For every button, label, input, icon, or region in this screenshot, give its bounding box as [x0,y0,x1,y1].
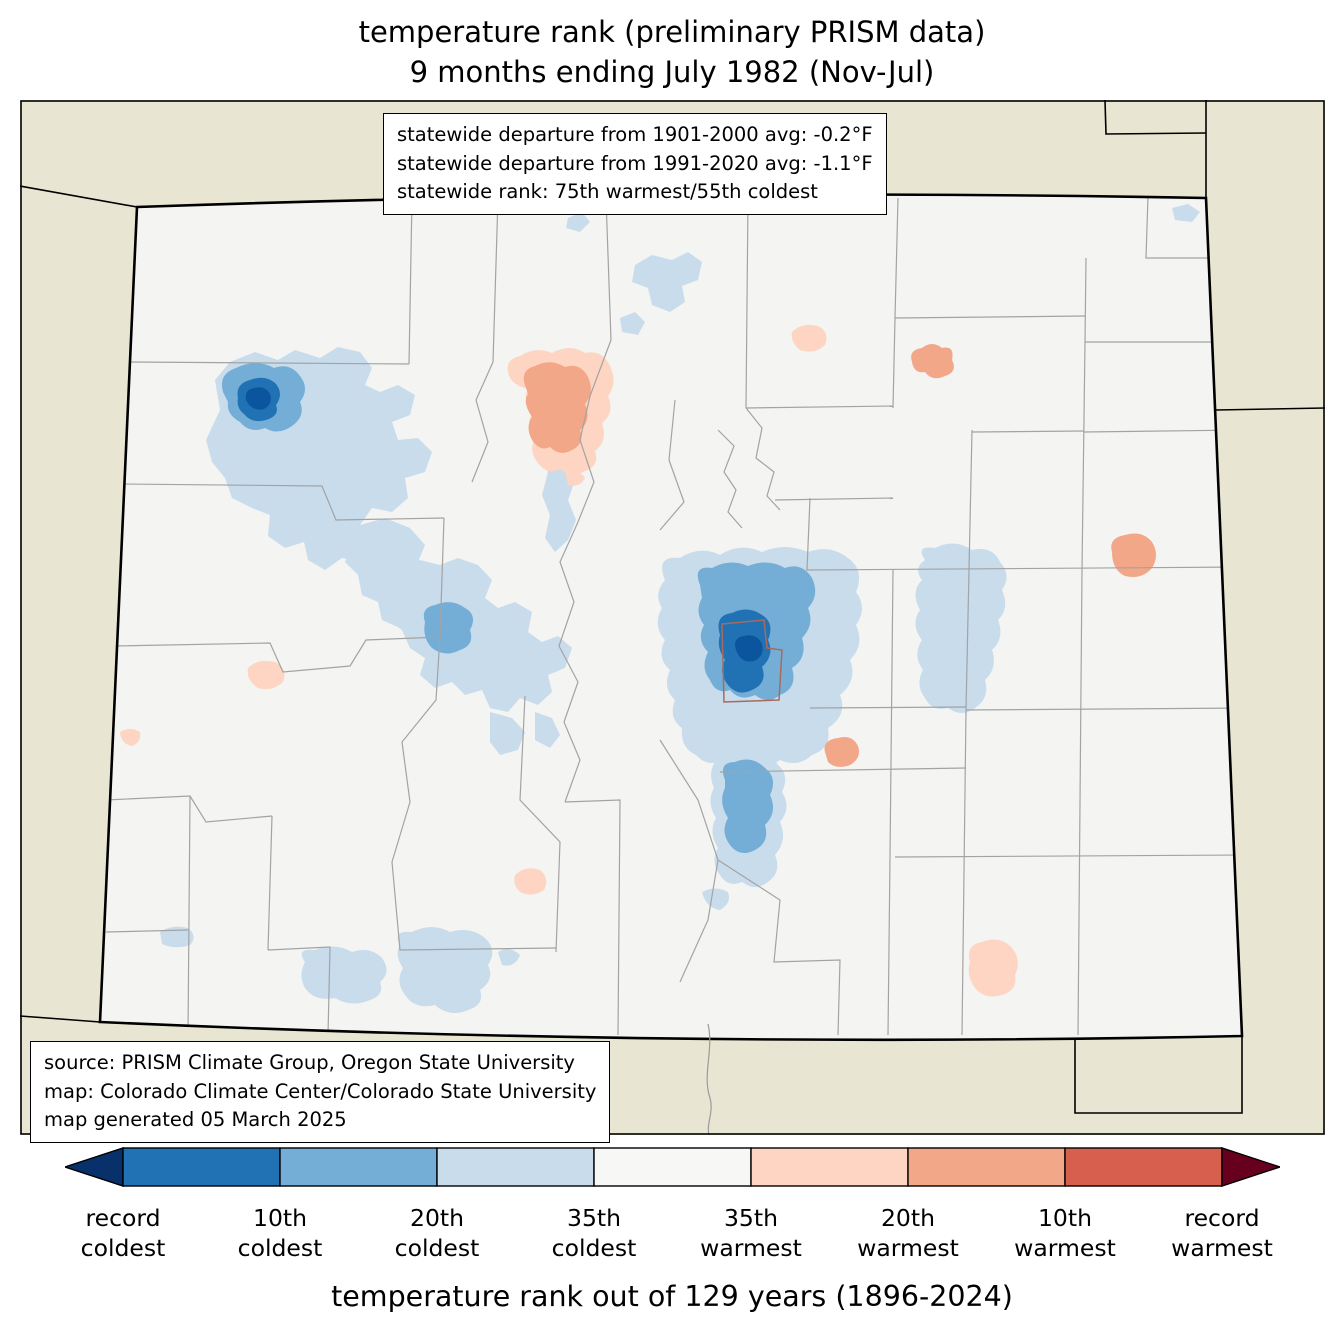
title-line2: 9 months ending July 1982 (Nov-Jul) [409,55,935,90]
anomaly-blob [632,252,702,312]
colorbar-label-35th-warmest: 35th warmest [700,1204,802,1262]
colorbar-label-record-coldest: record coldest [80,1204,166,1262]
anomaly-blob [382,558,572,712]
stats-line1: statewide departure from 1901-2000 avg: … [397,123,873,146]
map-frame: statewide departure from 1901-2000 avg: … [20,100,1325,1143]
anomaly-blob [397,927,493,1014]
colorbar-label-record-warmest: record warmest [1171,1204,1273,1262]
anomaly-blob [702,888,729,910]
colorbar-label-35th-coldest: 35th coldest [551,1204,637,1262]
anomaly-blob [120,729,141,746]
colorbar-segment [593,1147,752,1187]
highlighted-county-outline [721,619,783,703]
anomaly-blob [423,602,474,654]
colorbar-segment [122,1147,281,1187]
stats-line3: statewide rank: 75th warmest/55th coldes… [397,180,818,204]
river-line [706,1023,712,1135]
anomaly-blob [490,712,525,755]
colorbar-label-10th-warmest: 10th warmest [1014,1204,1116,1262]
colorbar [62,1147,1283,1187]
warm-20-blobs [523,344,1156,767]
anomaly-blob [565,470,585,486]
anomaly-blob [301,946,387,1004]
neighbor-state-borders [20,100,1325,1114]
anomaly-blob [535,712,560,748]
anomaly-blob [247,660,285,690]
anomaly-blob [160,926,194,948]
colorado-temperature-rank-map [20,100,1325,1135]
colorbar-left-arrow [62,1147,124,1187]
anomaly-blob [911,344,954,379]
colorbar-label-20th-coldest: 20th coldest [394,1204,480,1262]
colorbar-segment [907,1147,1066,1187]
anomaly-blob [735,635,763,662]
anomaly-blob [523,362,591,453]
colorbar-labels: record coldest 10th coldest 20th coldest… [0,1204,1344,1274]
anomaly-blob [968,939,1018,997]
anomaly-blob [722,759,774,854]
colorbar-segment [279,1147,438,1187]
colorbar-label-10th-coldest: 10th coldest [237,1204,323,1262]
colorbar-title: temperature rank out of 129 years (1896-… [331,1280,1013,1313]
anomaly-blob [1111,533,1156,577]
anomaly-blob [514,868,547,895]
anomaly-blob [566,212,590,232]
anomaly-blob [915,543,1007,713]
figure-title: temperature rank (preliminary PRISM data… [0,12,1344,92]
anomaly-blob [245,387,271,410]
anomaly-blob [620,312,645,335]
source-info-box: source: PRISM Climate Group, Oregon Stat… [30,1041,611,1143]
cold-record-spots [245,387,763,662]
colorbar-segment [750,1147,909,1187]
map-axes-frame [20,100,1325,1135]
colorbar-label-20th-warmest: 20th warmest [857,1204,959,1262]
colorbar-svg [62,1147,1283,1187]
source-line1: source: PRISM Climate Group, Oregon Stat… [44,1051,575,1074]
colorbar-right-arrow [1221,1147,1283,1187]
stats-line2: statewide departure from 1991-2020 avg: … [397,151,873,175]
colorbar-segment [1064,1147,1223,1187]
anomaly-blob [824,737,859,767]
county-boundaries [105,195,1242,1036]
anomaly-blob [498,949,520,966]
source-line3: map generated 05 March 2025 [44,1108,347,1132]
anomaly-blob [791,324,827,352]
title-line1: temperature rank (preliminary PRISM data… [358,15,986,49]
anomaly-blob [1172,204,1200,222]
colorbar-segment [436,1147,595,1187]
statewide-stats-box: statewide departure from 1901-2000 avg: … [383,113,887,215]
source-line2: map: Colorado Climate Center/Colorado St… [44,1079,597,1103]
